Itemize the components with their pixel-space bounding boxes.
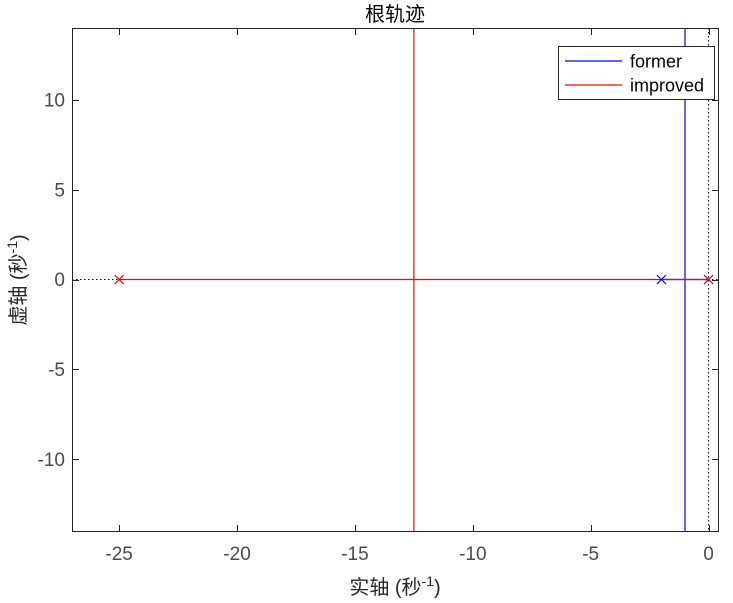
y-tick-label: 0 — [54, 270, 65, 291]
x-axis: -25 -20 -15 -10 -5 0 — [105, 29, 714, 565]
legend-label: improved — [630, 75, 704, 95]
y-axis-label-exponent: -1 — [4, 241, 20, 254]
y-tick-label: -5 — [48, 360, 65, 381]
legend-box — [558, 46, 715, 100]
y-tick-label: 5 — [54, 180, 65, 201]
x-tick-label: -10 — [459, 544, 486, 565]
x-axis-label-close: ) — [434, 577, 441, 599]
locus-branch — [413, 278, 709, 531]
x-tick-label: -20 — [223, 544, 250, 565]
pole-marker-stroke — [656, 274, 667, 285]
pole-marker-stroke — [703, 274, 714, 285]
pole-markers — [114, 274, 714, 285]
x-axis-label-exponent: -1 — [422, 573, 435, 589]
pole-marker — [703, 274, 714, 285]
axes-box — [72, 28, 719, 532]
y-tick-label: -10 — [38, 450, 65, 471]
x-tick-label: -25 — [105, 544, 132, 565]
pole-marker-stroke — [114, 274, 125, 285]
x-axis-label: 实轴 (秒-1) — [349, 573, 440, 599]
y-axis: -10 -5 0 5 10 — [38, 91, 718, 471]
y-axis-label-close: ) — [8, 234, 30, 241]
y-axis-label-text: 虚轴 (秒 — [7, 253, 30, 325]
pole-marker — [656, 274, 667, 285]
x-tick-label: -5 — [582, 544, 599, 565]
x-tick-label: 0 — [703, 544, 714, 565]
locus-branches — [119, 28, 709, 531]
pole-marker — [114, 274, 125, 285]
legend-label: former — [630, 51, 682, 71]
y-axis-label: 虚轴 (秒-1) — [4, 234, 30, 325]
x-tick-label: -15 — [341, 544, 368, 565]
legend-entries: former improved — [565, 51, 704, 95]
x-axis-label-text: 实轴 (秒 — [349, 576, 421, 599]
chart-title: 根轨迹 — [365, 3, 425, 26]
legend: former improved — [558, 46, 715, 100]
y-tick-label: 10 — [44, 91, 65, 112]
